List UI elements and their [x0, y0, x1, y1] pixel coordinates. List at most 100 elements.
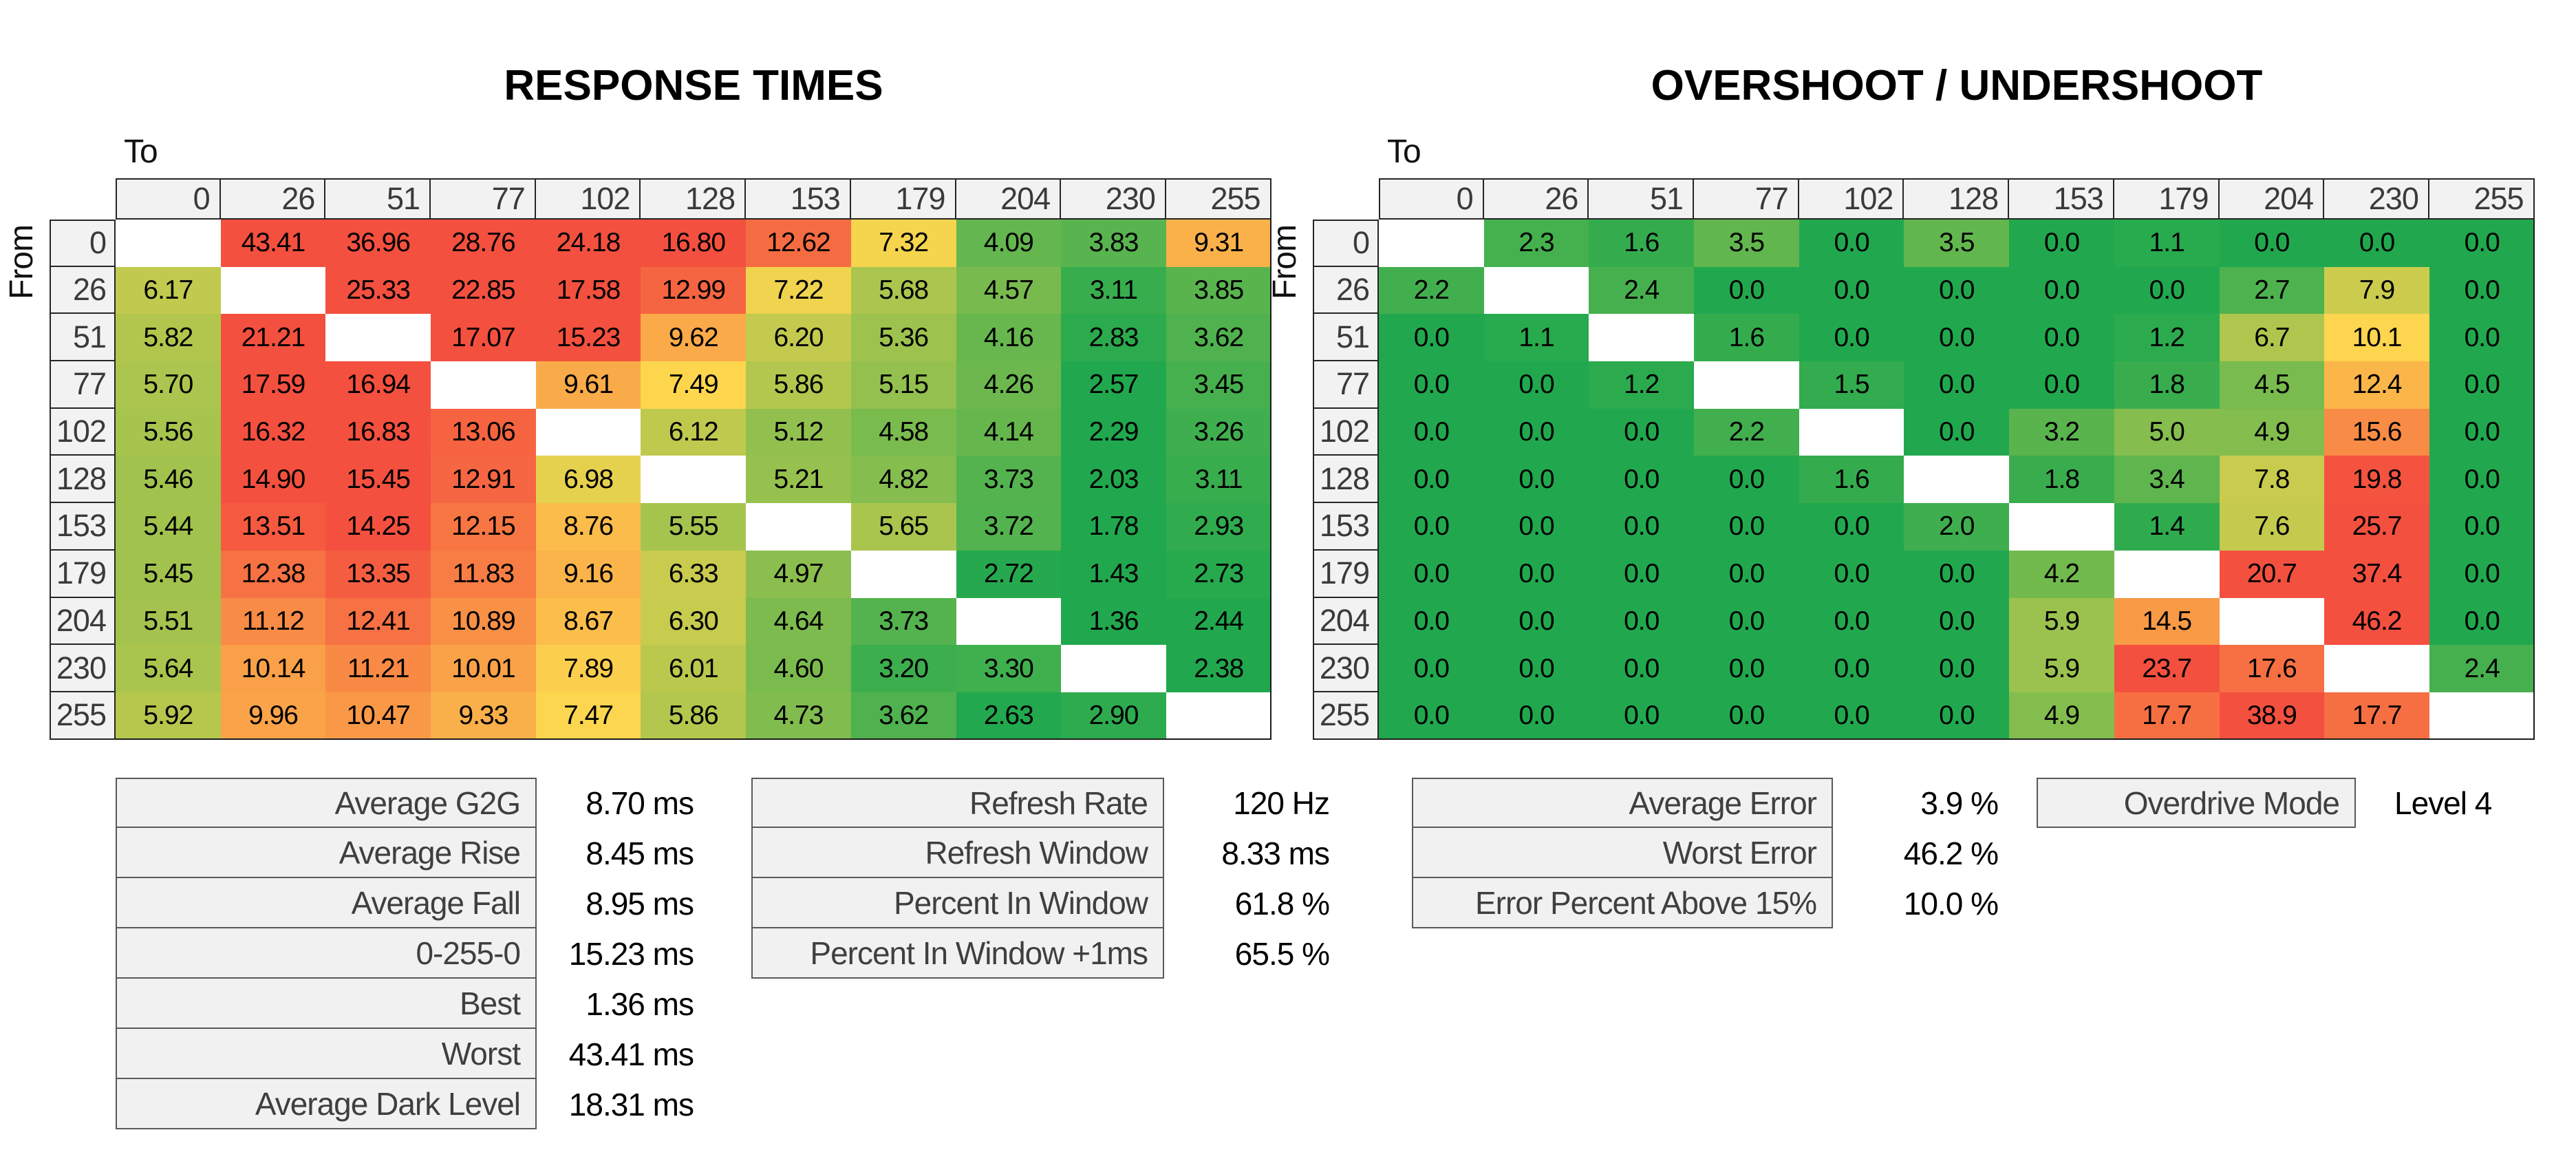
heatmap-cell-from-204-to-179: 14.5: [2114, 597, 2220, 646]
response-summary-row: Average Rise 8.45 ms: [116, 828, 694, 878]
col-header-102: 102: [535, 178, 641, 220]
heatmap-cell-from-255-to-102: 0.0: [1799, 692, 1904, 740]
row-header-255: 255: [50, 692, 116, 740]
stat-value: 3.9 %: [1920, 785, 1999, 821]
heatmap-cell-from-51-to-26: 1.1: [1483, 314, 1589, 362]
heatmap-cell-from-255-to-128: 0.0: [1904, 692, 2010, 740]
col-header-179: 179: [850, 178, 956, 220]
row-header-128: 128: [1313, 456, 1379, 504]
heatmap-cell-from-230-to-102: 7.89: [535, 645, 641, 692]
heatmap-cell-from-102-to-26: 0.0: [1483, 408, 1589, 456]
col-header-153: 153: [2009, 178, 2114, 220]
heatmap-cell-from-230-to-0: 0.0: [1379, 645, 1484, 692]
heatmap-cell-from-102-to-153: 3.2: [2009, 408, 2114, 456]
heatmap-cell-from-77-to-0: 0.0: [1379, 361, 1484, 409]
heatmap-cell-from-128-to-204: 3.73: [956, 456, 1062, 504]
refresh-summary-row: Percent In Window +1ms 65.5 %: [751, 928, 1330, 979]
heatmap-cell-from-204-to-255: 0.0: [2429, 597, 2535, 646]
heatmap-cell-from-0-to-128: 16.80: [641, 220, 747, 267]
heatmap-cell-from-255-to-51: 10.47: [325, 692, 431, 740]
col-header-51: 51: [1589, 178, 1695, 220]
heatmap-cell-from-0-to-255: 9.31: [1166, 220, 1271, 267]
heatmap-cell-from-51-to-153: 0.0: [2009, 314, 2114, 362]
col-header-230: 230: [2324, 178, 2429, 220]
row-header-102: 102: [1313, 408, 1379, 456]
col-header-153: 153: [746, 178, 851, 220]
stat-value: 61.8 %: [1234, 885, 1330, 922]
stat-value: 10.0 %: [1903, 885, 1999, 922]
heatmap-cell-from-0-to-0: [116, 220, 221, 267]
row-header-102: 102: [50, 408, 116, 456]
heatmap-cell-from-128-to-230: 2.03: [1061, 456, 1166, 504]
from-axis-label: From: [3, 225, 40, 299]
heatmap-cell-from-51-to-230: 2.83: [1061, 314, 1166, 362]
response-summary-row: Best 1.36 ms: [116, 979, 694, 1029]
heatmap-cell-from-255-to-77: 0.0: [1694, 692, 1799, 740]
heatmap-cell-from-255-to-179: 17.7: [2114, 692, 2220, 740]
heatmap-cell-from-230-to-204: 17.6: [2219, 645, 2325, 692]
heatmap-cell-from-230-to-230: [1061, 645, 1166, 692]
heatmap-cell-from-204-to-179: 3.73: [850, 597, 956, 646]
heatmap-cell-from-153-to-51: 14.25: [325, 503, 431, 551]
heatmap-cell-from-179-to-179: [2114, 550, 2220, 598]
heatmap-cell-from-26-to-26: [220, 266, 326, 315]
col-header-255: 255: [1166, 178, 1271, 220]
response-summary-table: Average G2G 8.70 ms Average Rise 8.45 ms Ave…: [116, 778, 694, 1129]
stat-label: 0-255-0: [116, 928, 537, 979]
col-header-230: 230: [1061, 178, 1166, 220]
heatmap-cell-from-153-to-77: 0.0: [1694, 503, 1799, 551]
heatmap-cell-from-26-to-230: 3.11: [1061, 266, 1166, 315]
heatmap-cell-from-26-to-77: 22.85: [431, 266, 536, 315]
heatmap-cell-from-255-to-204: 38.9: [2219, 692, 2325, 740]
refresh-summary-row: Refresh Window 8.33 ms: [751, 828, 1330, 878]
heatmap-cell-from-230-to-51: 0.0: [1589, 645, 1695, 692]
heatmap-cell-from-128-to-230: 19.8: [2324, 456, 2429, 504]
heatmap-cell-from-204-to-102: 0.0: [1799, 597, 1904, 646]
heatmap-cell-from-77-to-255: 0.0: [2429, 361, 2535, 409]
stat-value: 15.23 ms: [568, 935, 694, 972]
heatmap-cell-from-255-to-51: 0.0: [1589, 692, 1695, 740]
heatmap-cell-from-204-to-26: 0.0: [1483, 597, 1589, 646]
heatmap-cell-from-77-to-230: 12.4: [2324, 361, 2429, 409]
refresh-summary-row: Percent In Window 61.8 %: [751, 878, 1330, 928]
heatmap-cell-from-26-to-77: 0.0: [1694, 266, 1799, 315]
stat-label: Worst: [116, 1029, 537, 1079]
heatmap-cell-from-51-to-77: 1.6: [1694, 314, 1799, 362]
heatmap-cell-from-51-to-153: 6.20: [746, 314, 851, 362]
heatmap-cell-from-0-to-102: 24.18: [535, 220, 641, 267]
heatmap-cell-from-255-to-0: 5.92: [116, 692, 221, 740]
stat-value: 8.70 ms: [586, 785, 694, 821]
heatmap-cell-from-128-to-77: 12.91: [431, 456, 536, 504]
heatmap-cell-from-51-to-77: 17.07: [431, 314, 536, 362]
row-header-255: 255: [1313, 692, 1379, 740]
col-header-26: 26: [1483, 178, 1589, 220]
response-times-grid: 0 26 51 77 102 128 153 179 204 230 255 0 43.41 36.96 2…: [50, 178, 1271, 740]
heatmap-cell-from-77-to-179: 5.15: [850, 361, 956, 409]
heatmap-cell-from-153-to-0: 0.0: [1379, 503, 1484, 551]
heatmap-cell-from-204-to-77: 0.0: [1694, 597, 1799, 646]
heatmap-cell-from-51-to-230: 10.1: [2324, 314, 2429, 362]
heatmap-cell-from-26-to-153: 7.22: [746, 266, 851, 315]
from-axis-label: From: [1267, 225, 1303, 299]
heatmap-cell-from-128-to-102: 6.98: [535, 456, 641, 504]
heatmap-cell-from-102-to-153: 5.12: [746, 408, 851, 456]
heatmap-cell-from-204-to-153: 5.9: [2009, 597, 2114, 646]
stat-value: 8.45 ms: [586, 835, 694, 871]
row-header-0: 0: [50, 220, 116, 267]
heatmap-cell-from-179-to-204: 20.7: [2219, 550, 2325, 598]
heatmap-cell-from-255-to-102: 7.47: [535, 692, 641, 740]
heatmap-cell-from-255-to-230: 2.90: [1061, 692, 1166, 740]
heatmap-cell-from-255-to-179: 3.62: [850, 692, 956, 740]
heatmap-cell-from-230-to-179: 3.20: [850, 645, 956, 692]
stat-label: Average Fall: [116, 878, 537, 928]
heatmap-cell-from-26-to-179: 0.0: [2114, 266, 2220, 315]
row-header-26: 26: [1313, 266, 1379, 315]
heatmap-cell-from-77-to-204: 4.5: [2219, 361, 2325, 409]
stat-value: 120 Hz: [1233, 785, 1330, 821]
heatmap-cell-from-26-to-0: 6.17: [116, 266, 221, 315]
stat-label: Average Error: [1412, 778, 1833, 828]
heatmap-cell-from-0-to-26: 2.3: [1483, 220, 1589, 267]
heatmap-cell-from-204-to-51: 0.0: [1589, 597, 1695, 646]
heatmap-cell-from-26-to-230: 7.9: [2324, 266, 2429, 315]
heatmap-cell-from-0-to-204: 4.09: [956, 220, 1062, 267]
